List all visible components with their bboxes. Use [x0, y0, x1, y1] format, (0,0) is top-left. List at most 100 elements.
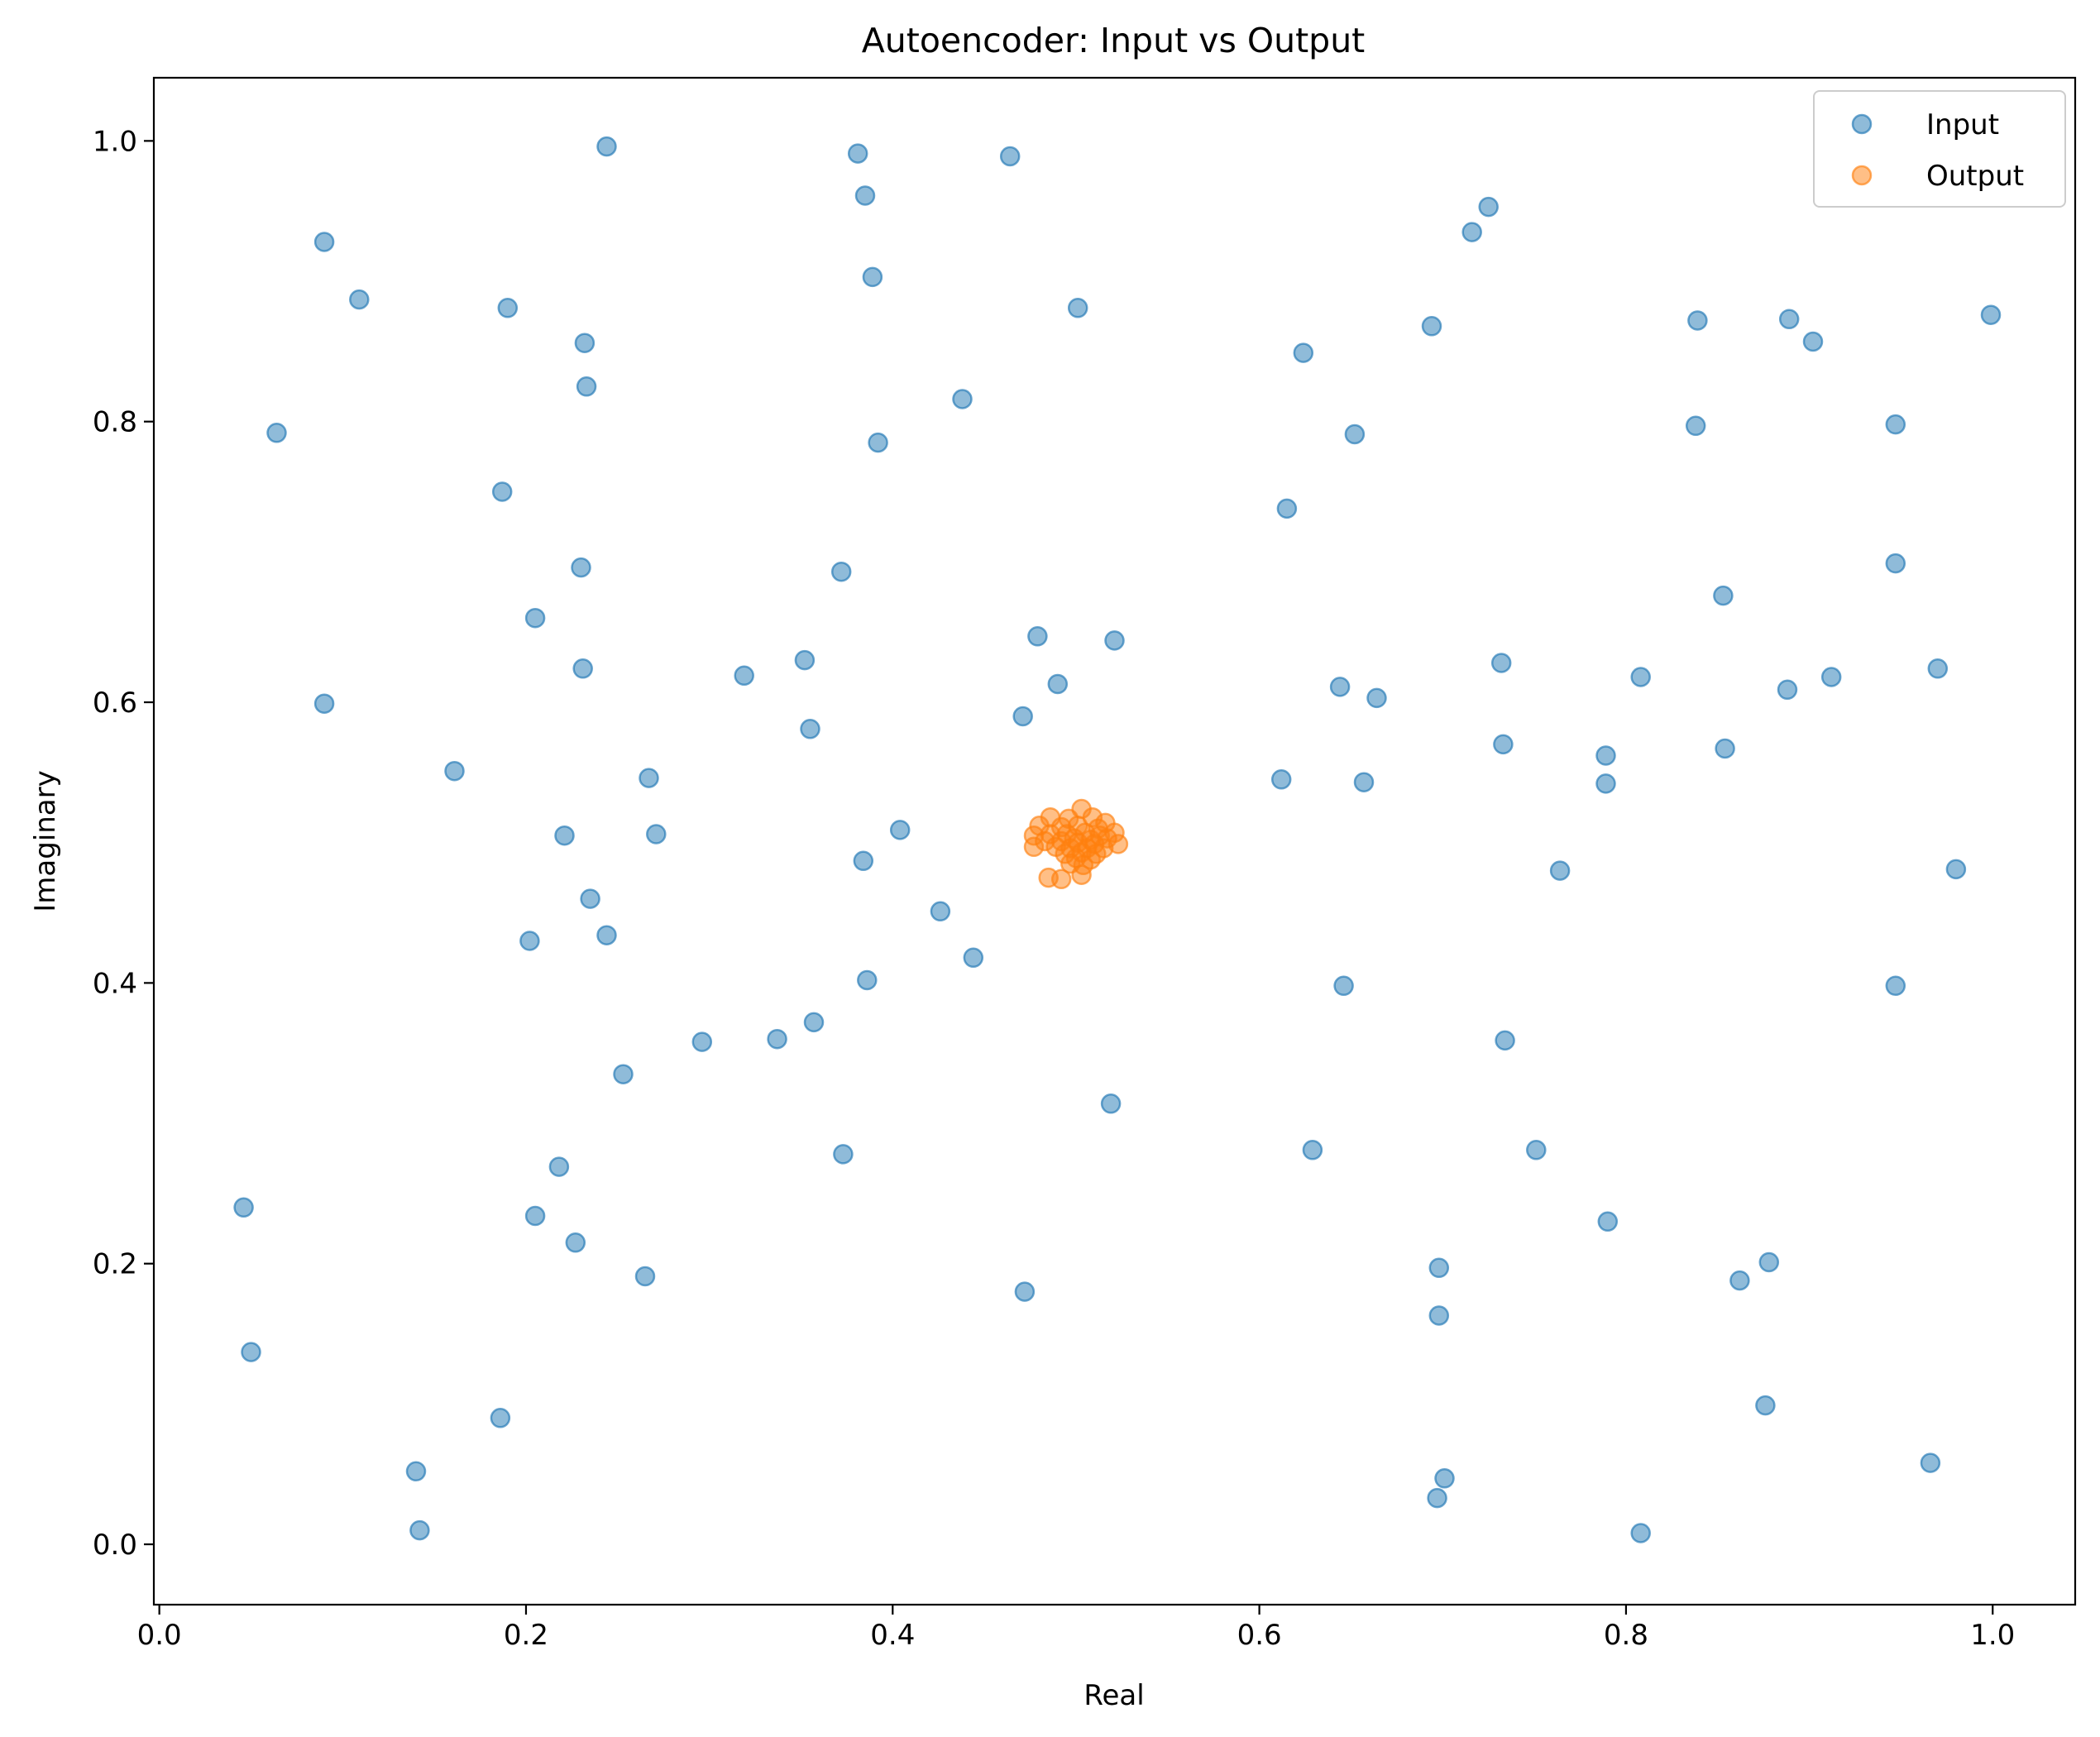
point-input-18: [576, 376, 597, 397]
point-input-84: [1428, 1257, 1450, 1279]
point-input-23: [1344, 423, 1366, 445]
x-tick-label-4: 0.8: [1604, 1619, 1648, 1652]
point-input-95: [1434, 1468, 1455, 1489]
point-input-6: [1461, 222, 1482, 242]
point-input-79: [548, 1156, 570, 1177]
y-tick-label-1: 0.2: [93, 1248, 137, 1281]
y-tick-label-5: 1.0: [93, 125, 137, 158]
point-input-76: [833, 1144, 854, 1165]
x-tick-label-1: 0.2: [504, 1619, 548, 1652]
point-input-20: [266, 423, 287, 443]
x-tick-label-0: 0.0: [137, 1619, 182, 1652]
legend-label-output: Output: [1926, 160, 2024, 193]
point-input-75: [1100, 1093, 1122, 1114]
point-output-23: [1023, 836, 1045, 858]
point-input-11: [1980, 304, 2002, 325]
point-input-61: [1945, 859, 1967, 880]
point-input-51: [444, 760, 465, 782]
point-input-97: [409, 1519, 430, 1541]
point-input-10: [1067, 298, 1088, 318]
x-tick-label-3: 0.6: [1237, 1619, 1282, 1652]
point-input-7: [349, 289, 370, 310]
point-input-80: [233, 1197, 254, 1218]
point-input-14: [1421, 316, 1442, 337]
point-input-12: [1687, 310, 1708, 331]
point-input-39: [1927, 658, 1949, 679]
point-input-74: [613, 1064, 634, 1084]
point-input-38: [1630, 667, 1651, 687]
point-input-93: [405, 1461, 427, 1482]
legend-marker-output: [1851, 165, 1873, 186]
point-input-27: [571, 557, 591, 578]
point-input-62: [580, 888, 600, 909]
point-output-36: [1050, 868, 1072, 890]
y-axis-label: Imaginary: [29, 770, 62, 912]
point-input-89: [1428, 1305, 1450, 1326]
x-axis-ticks: 0.0 0.2 0.4 0.6 0.8 1.0: [137, 1605, 2015, 1652]
point-input-96: [1427, 1487, 1447, 1509]
point-input-54: [1353, 772, 1375, 792]
point-input-98: [1630, 1523, 1651, 1543]
point-input-88: [1729, 1270, 1750, 1291]
point-input-91: [490, 1408, 511, 1428]
point-input-21: [1685, 415, 1706, 437]
y-tick-label-3: 0.6: [93, 687, 137, 720]
point-input-87: [1014, 1281, 1036, 1302]
point-input-49: [1595, 745, 1616, 766]
legend-frame: [1813, 90, 2066, 208]
point-input-43: [1777, 679, 1798, 701]
point-input-31: [524, 607, 546, 629]
point-input-85: [1758, 1251, 1780, 1273]
points-layer: [233, 136, 2002, 1543]
y-tick-label-2: 0.4: [93, 967, 137, 1000]
x-tick-label-5: 1.0: [1970, 1619, 2015, 1652]
point-input-65: [519, 931, 540, 951]
point-input-1: [847, 143, 868, 164]
point-input-81: [524, 1205, 546, 1227]
point-input-32: [1027, 626, 1048, 647]
point-input-13: [1778, 309, 1800, 330]
point-input-78: [1526, 1140, 1547, 1160]
point-input-86: [634, 1266, 656, 1287]
point-input-15: [574, 333, 596, 353]
x-axis-label: Real: [1083, 1679, 1144, 1712]
point-input-46: [1012, 706, 1033, 727]
point-input-30: [1713, 585, 1734, 606]
point-input-36: [734, 665, 754, 687]
point-input-47: [800, 719, 820, 739]
point-input-22: [1885, 414, 1906, 435]
point-input-56: [554, 825, 575, 846]
point-input-68: [1333, 975, 1354, 997]
legend-marker-input: [1851, 113, 1873, 135]
point-input-2: [999, 146, 1021, 167]
point-input-3: [854, 185, 876, 206]
point-input-41: [1047, 673, 1069, 695]
point-input-70: [803, 1012, 825, 1033]
point-input-29: [1885, 553, 1906, 574]
point-input-92: [1755, 1395, 1776, 1416]
x-tick-label-2: 0.4: [870, 1619, 915, 1652]
point-input-77: [1302, 1140, 1323, 1160]
point-input-35: [794, 649, 816, 671]
point-input-0: [596, 136, 617, 157]
y-tick-label-4: 0.8: [93, 406, 137, 439]
legend: Input Output: [1813, 90, 2066, 208]
point-output-37: [1071, 864, 1092, 885]
chart-title: Autoencoder: Input vs Output: [862, 21, 1366, 60]
point-input-48: [1493, 734, 1514, 755]
point-input-16: [1802, 331, 1824, 352]
point-input-4: [313, 232, 335, 252]
point-input-50: [1715, 738, 1735, 759]
point-input-94: [1920, 1452, 1941, 1473]
point-input-26: [1276, 498, 1298, 519]
point-input-28: [830, 561, 852, 582]
point-input-19: [952, 389, 973, 409]
point-input-66: [963, 947, 984, 969]
point-input-69: [1885, 975, 1906, 997]
point-input-8: [862, 266, 883, 288]
point-input-72: [767, 1028, 787, 1050]
plot-frame: [152, 76, 2077, 1606]
point-input-63: [930, 901, 951, 922]
point-input-40: [1820, 667, 1842, 687]
